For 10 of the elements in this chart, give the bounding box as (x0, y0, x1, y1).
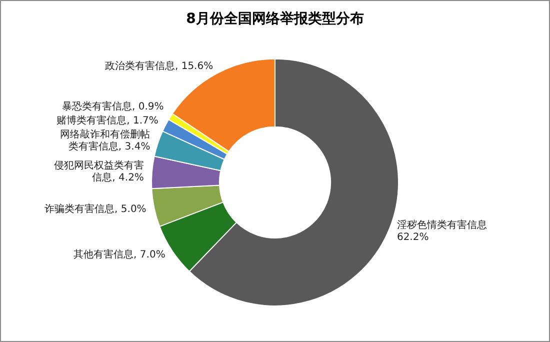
slice-label: 其他有害信息, 7.0% (74, 248, 166, 261)
slice-label: 侵犯网民权益类有害信息, 4.2% (54, 159, 144, 184)
data-label: 62.2% (396, 232, 429, 244)
slice-label: 诈骗类有害信息, 5.0% (44, 203, 146, 216)
slice-label: 网络敲诈和有偿删帖类有害信息, 3.4% (60, 128, 150, 153)
chart-title: 8月份全国网络举报类型分布 (186, 10, 364, 28)
slice-label: 政治类有害信息, 15.6% (104, 60, 214, 72)
slice-label: 淫秽色情类有害信息 (396, 219, 487, 232)
slice-label: 暴恐类有害信息, 0.9% (62, 100, 164, 113)
slice-label: 赌博类有害信息, 1.7% (56, 114, 158, 127)
